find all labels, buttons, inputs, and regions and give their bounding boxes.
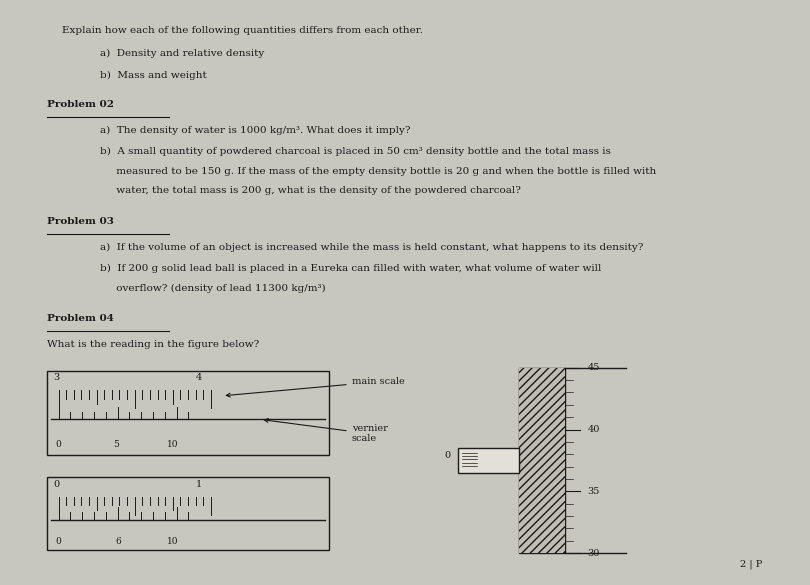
Text: 6: 6 xyxy=(115,537,121,546)
Bar xyxy=(47,477,329,550)
Text: overflow? (density of lead 11300 kg/m³): overflow? (density of lead 11300 kg/m³) xyxy=(100,284,326,292)
Text: 0: 0 xyxy=(56,537,62,546)
Text: 1: 1 xyxy=(196,480,202,489)
Text: 5: 5 xyxy=(113,440,118,449)
Text: a)  The density of water is 1000 kg/m³. What does it imply?: a) The density of water is 1000 kg/m³. W… xyxy=(100,126,411,135)
Text: Explain how each of the following quantities differs from each other.: Explain how each of the following quanti… xyxy=(62,26,424,35)
Text: 0: 0 xyxy=(56,440,62,449)
Bar xyxy=(519,368,565,553)
Text: vernier
scale: vernier scale xyxy=(264,418,387,443)
Text: 10: 10 xyxy=(167,537,178,546)
Text: measured to be 150 g. If the mass of the empty density bottle is 20 g and when t: measured to be 150 g. If the mass of the… xyxy=(100,167,657,176)
Text: 45: 45 xyxy=(588,363,600,372)
Text: Problem 03: Problem 03 xyxy=(47,217,114,226)
Text: 2 | P: 2 | P xyxy=(740,559,763,569)
Bar xyxy=(47,370,329,455)
Text: a)  Density and relative density: a) Density and relative density xyxy=(100,49,265,58)
Text: water, the total mass is 200 g, what is the density of the powdered charcoal?: water, the total mass is 200 g, what is … xyxy=(100,187,522,195)
Text: 30: 30 xyxy=(588,549,600,558)
Text: b)  A small quantity of powdered charcoal is placed in 50 cm³ density bottle and: b) A small quantity of powdered charcoal… xyxy=(100,147,612,156)
Text: 35: 35 xyxy=(588,487,600,496)
Bar xyxy=(458,448,519,473)
Text: 0: 0 xyxy=(53,480,59,489)
Text: 10: 10 xyxy=(167,440,178,449)
Text: 4: 4 xyxy=(196,373,202,383)
Text: main scale: main scale xyxy=(226,377,404,397)
Bar xyxy=(519,368,565,553)
Text: a)  If the volume of an object is increased while the mass is held constant, wha: a) If the volume of an object is increas… xyxy=(100,243,644,252)
Text: 0: 0 xyxy=(445,452,450,460)
Text: b)  If 200 g solid lead ball is placed in a Eureka can filled with water, what v: b) If 200 g solid lead ball is placed in… xyxy=(100,264,602,273)
Text: What is the reading in the figure below?: What is the reading in the figure below? xyxy=(47,340,259,349)
Text: 3: 3 xyxy=(53,373,59,383)
Text: 40: 40 xyxy=(588,425,600,434)
Text: b)  Mass and weight: b) Mass and weight xyxy=(100,71,207,80)
Text: Problem 04: Problem 04 xyxy=(47,314,114,324)
Text: Problem 02: Problem 02 xyxy=(47,101,114,109)
